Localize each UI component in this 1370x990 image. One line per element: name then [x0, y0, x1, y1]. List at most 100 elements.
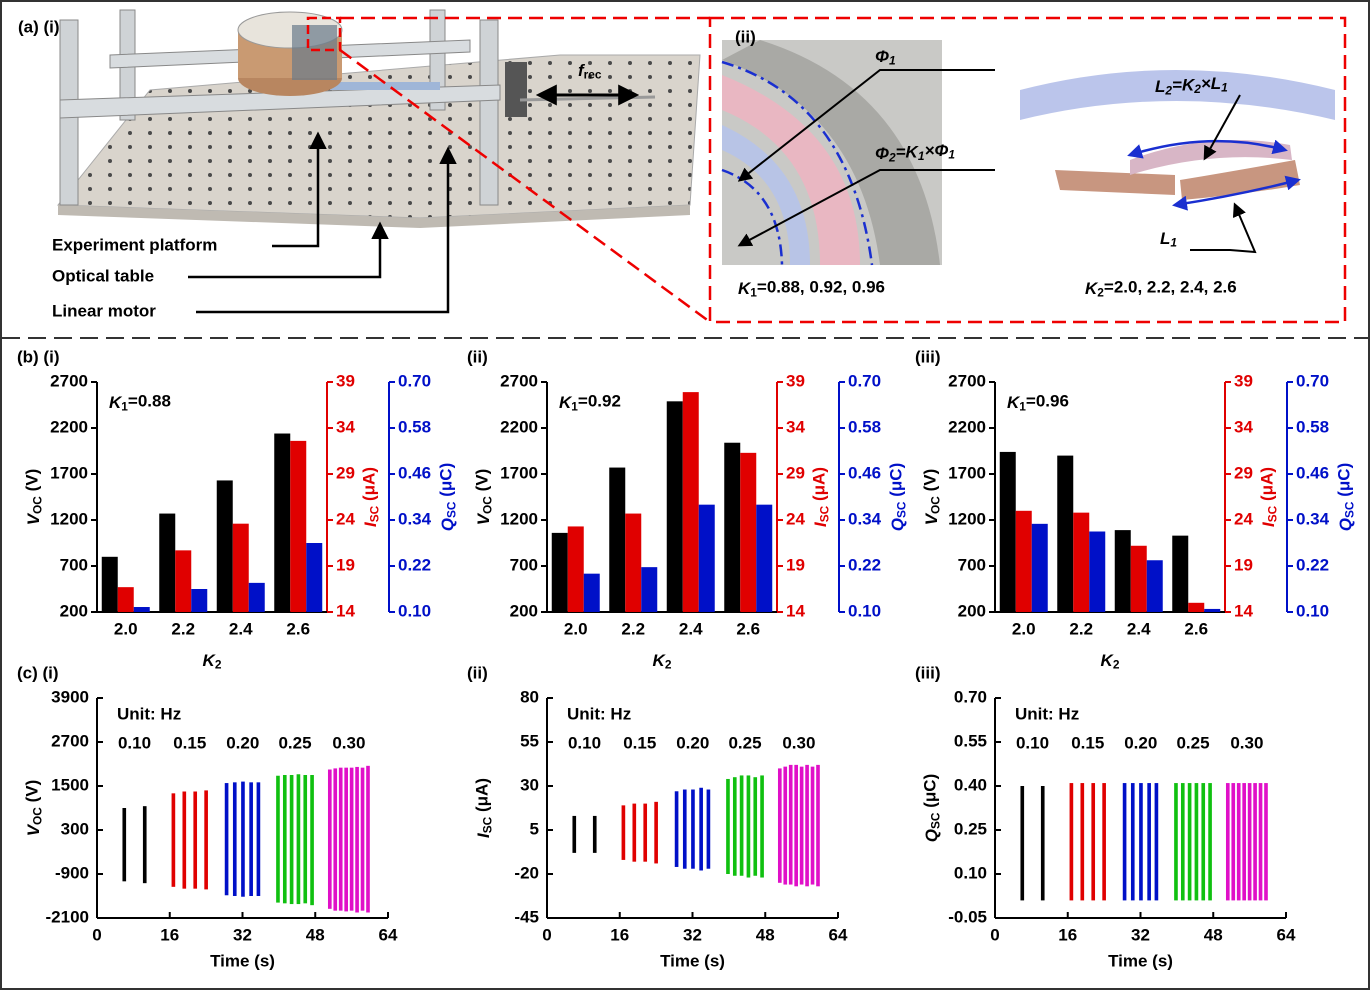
series-name: 0.10: [568, 733, 601, 752]
x-tick-label: 64: [829, 925, 848, 944]
signal-burst: [726, 779, 730, 874]
signal-burst: [1147, 783, 1151, 900]
signal-burst: [1188, 783, 1192, 900]
signal-burst: [1123, 783, 1127, 900]
signal-burst: [778, 768, 782, 882]
series-name: 0.25: [728, 733, 761, 752]
signal-burst: [747, 775, 751, 877]
panel-label: (ii): [735, 27, 756, 46]
axis-title-part: (μA): [360, 467, 379, 506]
bar: [1188, 603, 1204, 612]
signal-burst: [297, 774, 301, 904]
series-name: 0.15: [1071, 733, 1104, 752]
axis-title-part: (μC): [887, 463, 906, 502]
bar: [290, 441, 306, 612]
phi-label-part: 1: [948, 148, 955, 162]
y-tick-label: 5: [530, 819, 539, 838]
x-axis-title: K2: [1101, 651, 1120, 671]
y-tick-label: 1200: [50, 509, 88, 528]
x-tick-label: 48: [1204, 925, 1223, 944]
signal-burst: [816, 765, 820, 886]
length-label-part: ×L: [1201, 74, 1221, 93]
signal-burst: [1181, 783, 1185, 900]
y-tick-label: 29: [1234, 463, 1253, 482]
y-tick-label: 55: [520, 731, 539, 750]
k2-values: K2=2.0, 2.2, 2.4, 2.6: [1085, 278, 1237, 300]
x-tick-label: 32: [233, 925, 252, 944]
signal-burst: [805, 765, 809, 886]
signal-burst: [339, 768, 343, 911]
signal-burst: [1201, 783, 1205, 900]
axis-title-part: OC: [929, 496, 943, 514]
signal-burst: [182, 792, 186, 889]
signal-burst: [344, 768, 348, 912]
axis-title-part: (V): [23, 780, 42, 807]
y-tick-label: 24: [1234, 509, 1253, 528]
callout: Linear motor: [52, 301, 156, 320]
bar: [699, 505, 715, 612]
signal-burst: [233, 782, 237, 896]
y-tick-label: 700: [510, 555, 538, 574]
axis-title-part: (μC): [921, 774, 940, 813]
y-tick-label: -0.05: [948, 907, 987, 926]
y-tick-label: 19: [336, 555, 355, 574]
y-tick-label: 0.10: [398, 601, 431, 620]
axis-title-part: Q: [1336, 518, 1355, 531]
y-tick-label: 0.46: [398, 463, 431, 482]
y-tick-label: 0.22: [1296, 555, 1329, 574]
bar: [1089, 532, 1105, 613]
signal-burst: [733, 777, 737, 876]
length-label-part: 1: [1170, 236, 1177, 250]
x-axis-title-part: 2: [215, 658, 222, 672]
length-label-part: =K: [1172, 76, 1196, 95]
axis-title-part: (μA): [473, 778, 492, 817]
figure: (a) (i) Experiment platform Optical tabl…: [0, 0, 1370, 990]
y-tick-label: 0.34: [1296, 509, 1330, 528]
bar: [233, 524, 249, 612]
x-tick-label: 2.0: [564, 619, 588, 638]
x-tick-label: 2.2: [1069, 619, 1093, 638]
panel-label: (iii): [915, 663, 941, 682]
signal-burst: [1248, 783, 1252, 900]
signal-burst: [675, 791, 679, 867]
y-tick-label: 700: [60, 555, 88, 574]
series-name: 0.15: [623, 733, 656, 752]
signal-burst: [1080, 783, 1084, 900]
y-tick-label: -2100: [46, 907, 89, 926]
y-tick-label: 0.10: [1296, 601, 1329, 620]
phi-label-part: 1: [889, 54, 896, 68]
x-tick-label: 32: [683, 925, 702, 944]
axis-title-part: OC: [31, 807, 45, 825]
signal-burst: [1253, 783, 1257, 900]
bar: [1000, 452, 1016, 612]
axis-title-part: Q: [922, 829, 941, 842]
y-tick-label: 1500: [51, 775, 89, 794]
x-tick-label: 16: [1058, 925, 1077, 944]
signal-burst: [276, 776, 280, 903]
bar: [1057, 456, 1073, 612]
bar: [134, 607, 150, 612]
axis-title-part: SC: [1266, 505, 1280, 522]
bar: [118, 587, 134, 612]
y-tick-label: 1200: [500, 509, 538, 528]
signal-burst: [310, 775, 314, 905]
signal-burst: [760, 775, 764, 877]
series-name: 0.30: [332, 733, 365, 752]
k1-values: K1=0.88, 0.92, 0.96: [738, 278, 885, 300]
bar: [641, 567, 657, 612]
y-tick-label: 700: [958, 555, 986, 574]
bar: [756, 505, 772, 612]
x-axis-title: K2: [653, 651, 672, 671]
x-tick-label: 48: [306, 925, 325, 944]
y-tick-label: 0.10: [848, 601, 881, 620]
x-tick-label: 64: [379, 925, 398, 944]
length-label-part: 1: [1221, 81, 1228, 95]
x-tick-label: 16: [160, 925, 179, 944]
y-tick-label: 80: [520, 687, 539, 706]
bar: [625, 514, 641, 612]
panel-label: (iii): [915, 347, 941, 366]
y-tick-label: 34: [336, 417, 355, 436]
axis-title-part: (V): [23, 469, 42, 496]
axis-title: VOC (V): [473, 469, 495, 526]
annotation: K1=0.88: [109, 392, 171, 414]
